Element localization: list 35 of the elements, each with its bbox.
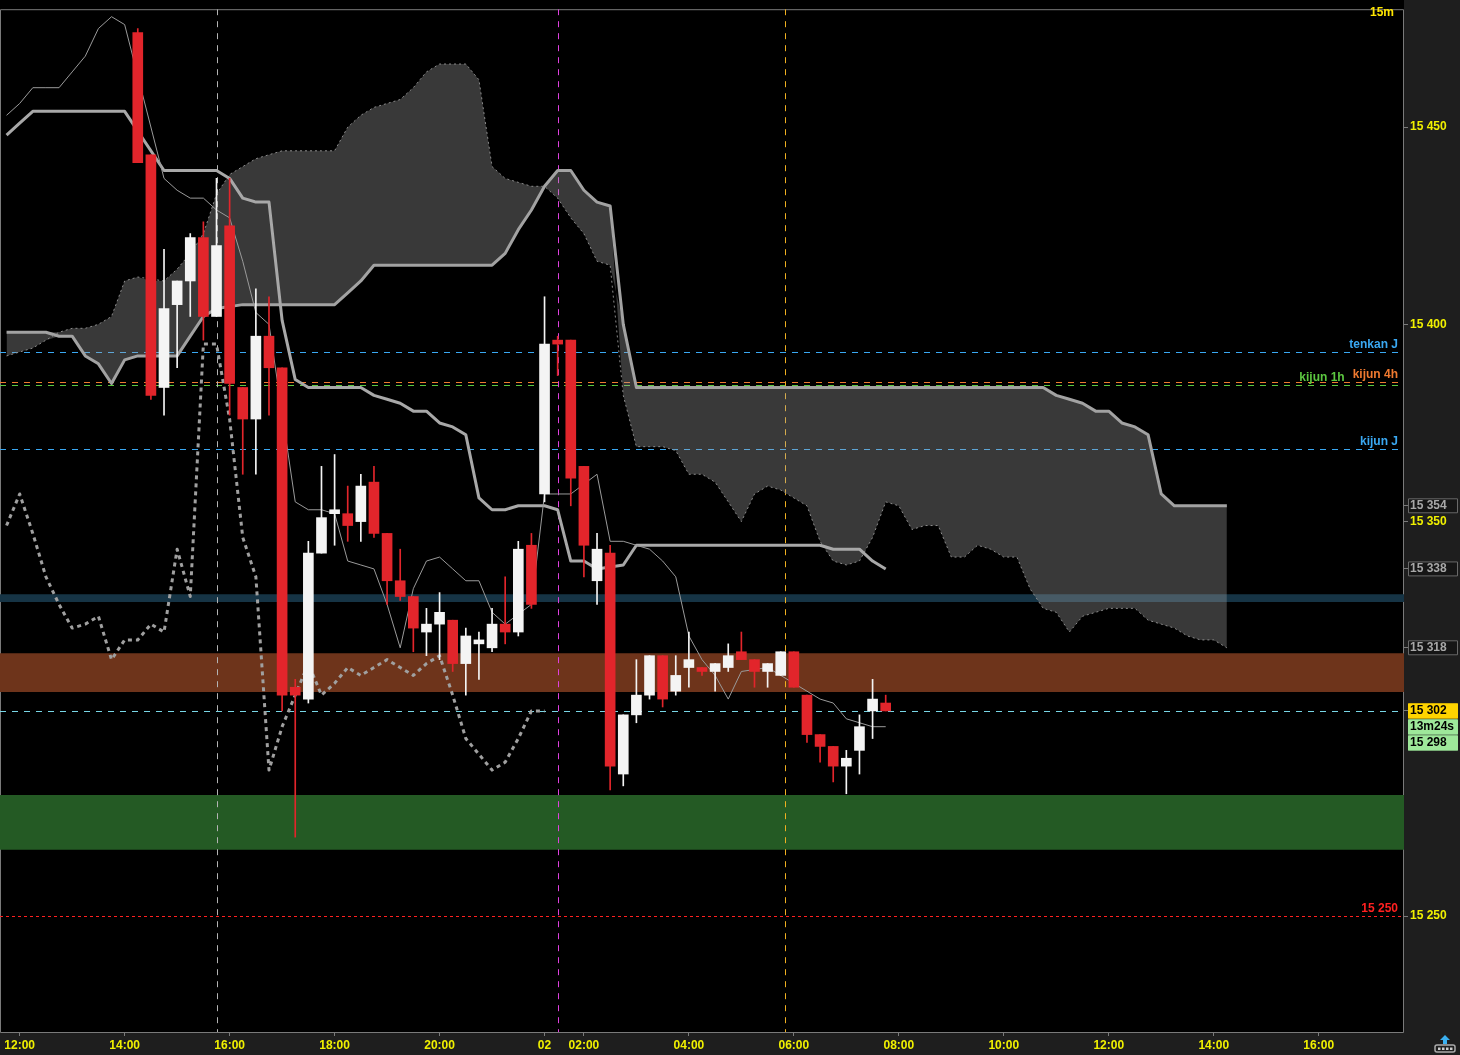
y-tick-label: 15 250 — [1410, 908, 1448, 923]
chart-title: 15m — [1369, 5, 1394, 19]
x-tick-label: 20:00 — [424, 1037, 456, 1052]
x-tick-label: 14:00 — [1198, 1037, 1230, 1052]
x-tick-label: 06:00 — [778, 1037, 810, 1052]
x-tick-label: 16:00 — [214, 1037, 246, 1052]
y-tick-label: 15 354 — [1410, 498, 1448, 513]
y-tick-label: 15 400 — [1410, 316, 1448, 331]
candlestick — [289, 679, 301, 838]
x-tick-label: 02:00 — [568, 1037, 600, 1052]
x-tick-label: 14:00 — [109, 1037, 141, 1052]
ref-line-label: kijun 1h — [1299, 369, 1345, 384]
y-tick-label: 15 318 — [1410, 640, 1448, 655]
candlestick — [342, 485, 354, 542]
x-tick-label: 18:00 — [319, 1037, 351, 1052]
candlestick — [683, 631, 695, 688]
ref-line-label: kijun 4h — [1352, 366, 1398, 381]
ref-line-label: 15 250 — [1361, 901, 1399, 916]
x-tick-label: 12:00 — [1093, 1037, 1125, 1052]
x-tick-label: 10:00 — [988, 1037, 1020, 1052]
ref-line-label: kijun J — [1359, 433, 1398, 448]
x-tick-label: 04:00 — [673, 1037, 705, 1052]
x-tick-label: 02 — [537, 1037, 552, 1052]
candlestick — [499, 576, 511, 645]
y-tick-label: 15 338 — [1410, 561, 1448, 576]
x-tick-label: 08:00 — [883, 1037, 915, 1052]
text: 15 298 — [1410, 735, 1448, 750]
ref-line-label: tenkan J — [1349, 336, 1398, 351]
x-tick-label: 12:00 — [4, 1037, 36, 1052]
text: 13m24s — [1410, 719, 1455, 734]
y-tick-label: 15 350 — [1410, 513, 1448, 528]
y-tick-label: 15 302 — [1410, 703, 1448, 718]
line-series — [5, 342, 547, 772]
y-tick-label: 15 450 — [1410, 119, 1448, 134]
x-tick-label: 16:00 — [1303, 1037, 1335, 1052]
